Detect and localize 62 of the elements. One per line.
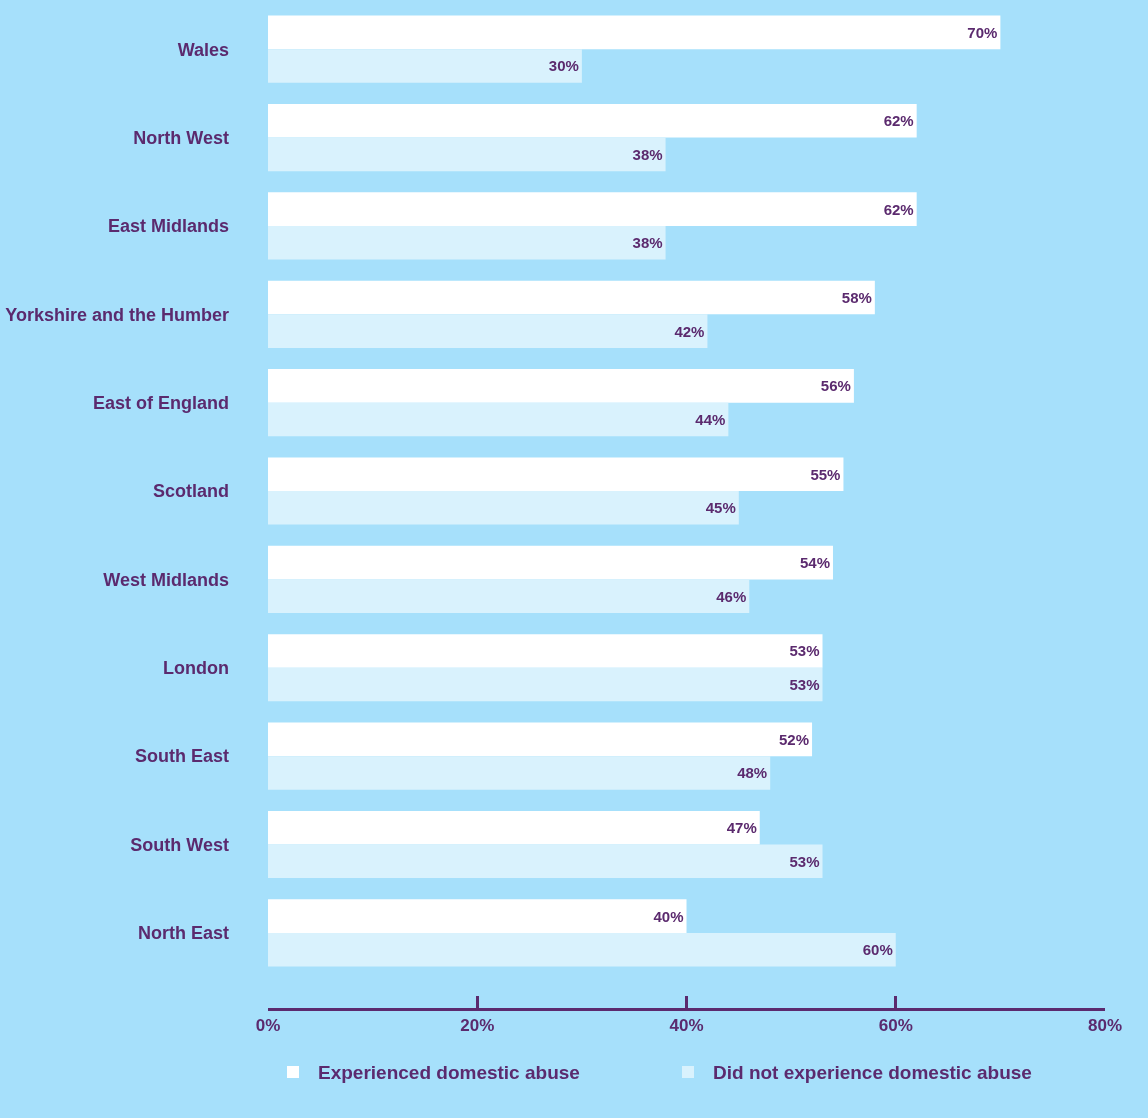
data-label: 46% xyxy=(716,587,747,605)
bar xyxy=(268,491,739,525)
x-tick-label: 80% xyxy=(1087,1016,1123,1036)
y-tick-label: East of England xyxy=(92,392,229,413)
bar xyxy=(268,844,823,879)
bar xyxy=(268,137,666,172)
bar xyxy=(268,545,833,580)
data-label: 47% xyxy=(726,819,757,837)
legend-label: Did not experience domestic abuse xyxy=(713,1062,1032,1084)
data-label: 30% xyxy=(548,57,579,75)
bar xyxy=(268,314,708,348)
data-label: 60% xyxy=(862,941,893,959)
data-label: 53% xyxy=(789,642,820,660)
y-tick-label: North West xyxy=(133,127,229,148)
bar xyxy=(268,810,760,845)
data-label: 56% xyxy=(820,377,851,395)
y-tick-label: Scotland xyxy=(152,481,229,502)
legend-label: Experienced domestic abuse xyxy=(318,1062,580,1084)
data-label: 58% xyxy=(841,289,872,307)
bar xyxy=(268,899,687,933)
y-tick-label: East Midlands xyxy=(107,216,229,237)
bar xyxy=(268,225,666,260)
y-tick-label: London xyxy=(163,658,229,679)
x-tick-label: 0% xyxy=(255,1016,281,1036)
bar xyxy=(268,634,823,668)
data-label: 42% xyxy=(674,322,705,340)
x-tick-label: 40% xyxy=(669,1016,704,1036)
data-label: 38% xyxy=(632,234,663,252)
bar xyxy=(268,49,582,83)
bar xyxy=(268,103,917,138)
y-tick-label: Wales xyxy=(177,39,229,60)
data-label: 70% xyxy=(967,23,998,41)
bar xyxy=(268,402,729,437)
bar xyxy=(268,15,1001,50)
bar xyxy=(268,722,813,757)
y-tick-label: South East xyxy=(134,746,229,767)
bar xyxy=(268,280,875,315)
data-label: 38% xyxy=(632,145,663,163)
data-label: 44% xyxy=(695,410,726,428)
data-label: 55% xyxy=(810,465,841,483)
bar xyxy=(268,192,917,226)
data-label: 48% xyxy=(737,764,768,782)
data-label: 53% xyxy=(789,852,820,870)
data-label: 62% xyxy=(883,112,914,130)
bar xyxy=(268,667,823,702)
bar xyxy=(268,932,896,967)
bar xyxy=(268,756,771,790)
x-tick-label: 20% xyxy=(460,1016,495,1036)
data-label: 53% xyxy=(789,676,820,694)
x-tick-label: 60% xyxy=(878,1016,913,1036)
y-tick-label: West Midlands xyxy=(103,569,229,590)
bar xyxy=(268,457,844,492)
data-label: 40% xyxy=(653,907,684,925)
data-label: 62% xyxy=(883,200,914,218)
bar xyxy=(268,369,854,403)
y-tick-label: Yorkshire and the Humber xyxy=(5,304,229,325)
data-label: 45% xyxy=(705,499,736,517)
data-label: 52% xyxy=(779,730,810,748)
bar xyxy=(268,579,750,613)
data-label: 54% xyxy=(799,554,830,572)
y-tick-label: North East xyxy=(137,923,229,944)
y-tick-label: South West xyxy=(130,834,229,855)
